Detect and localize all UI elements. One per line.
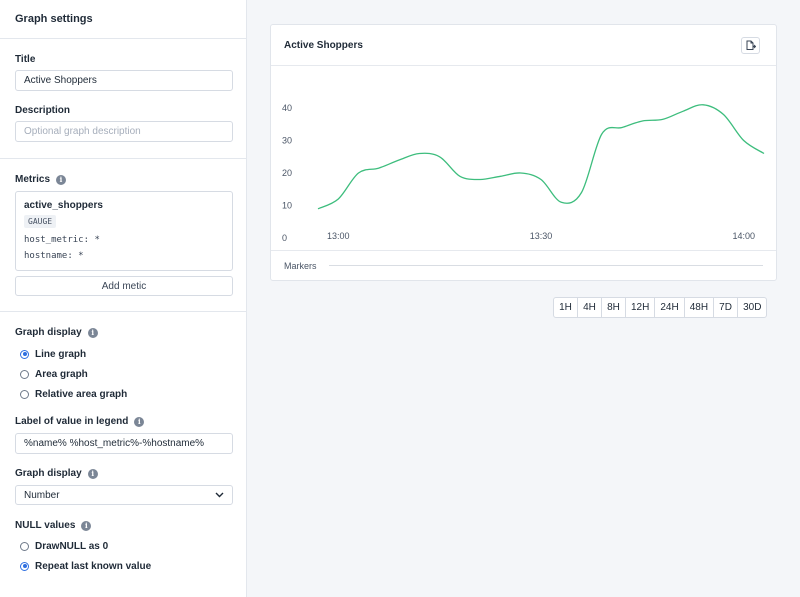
line-chart: 0 10 20 30 40 13:00 13:30 14:00 xyxy=(282,103,765,243)
markers-row: Markers xyxy=(271,250,776,280)
y-axis: 0 10 20 30 40 xyxy=(282,103,292,243)
title-input[interactable] xyxy=(15,70,233,91)
chart-card: Active Shoppers 0 10 20 30 40 13:00 13:30 14:0… xyxy=(270,24,777,281)
description-input[interactable] xyxy=(15,121,233,142)
range-button-48h[interactable]: 48H xyxy=(685,298,715,317)
x-axis: 13:00 13:30 14:00 xyxy=(327,231,755,241)
radio-button[interactable] xyxy=(20,389,29,399)
metric-tag: hostname: * xyxy=(24,251,84,261)
time-range-selector: 1H 4H 8H 12H 24H 48H 7D 30D xyxy=(553,297,768,318)
radio-label: DrawNULL as 0 xyxy=(35,540,109,552)
title-section: Title Description xyxy=(0,39,246,159)
chart-title: Active Shoppers xyxy=(284,39,363,51)
title-label: Title xyxy=(15,54,36,65)
series-layer xyxy=(317,104,765,210)
info-icon[interactable]: i xyxy=(87,327,98,338)
select-value: Number xyxy=(24,489,60,501)
metric-card[interactable]: active_shoppers GAUGE host_metric: * hos… xyxy=(15,191,233,271)
x-tick-label: 14:00 xyxy=(732,231,755,241)
graph-settings-panel: Graph settings Title Description Metrics… xyxy=(0,0,247,597)
radio-label: Line graph xyxy=(35,348,87,360)
x-tick-label: 13:00 xyxy=(327,231,350,241)
y-tick-label: 0 xyxy=(282,233,287,243)
radio-button[interactable] xyxy=(20,541,29,551)
description-label: Description xyxy=(15,105,71,116)
range-button-4h[interactable]: 4H xyxy=(578,298,602,317)
panel-title: Graph settings xyxy=(0,0,246,39)
series-line-active-shoppers xyxy=(317,104,765,210)
graph-display-label: Graph display i xyxy=(15,327,232,338)
x-tick-label: 13:30 xyxy=(530,231,553,241)
info-icon[interactable]: i xyxy=(56,174,67,185)
radio-draw-null-as-zero[interactable]: DrawNULL as 0 xyxy=(15,536,232,556)
radio-repeat-last-value[interactable]: Repeat last known value xyxy=(15,556,232,576)
markers-label: Markers xyxy=(284,260,317,271)
metric-type-badge: GAUGE xyxy=(24,215,57,228)
range-button-1h[interactable]: 1H xyxy=(554,298,578,317)
metrics-label-text: Metrics xyxy=(15,174,51,185)
markers-track xyxy=(328,265,763,266)
chevron-down-icon xyxy=(215,492,224,498)
radio-relative-area-graph[interactable]: Relative area graph xyxy=(15,384,232,404)
add-metric-button[interactable]: Add metic xyxy=(15,276,233,296)
null-values-label-text: NULL values xyxy=(15,520,76,531)
chart-header: Active Shoppers xyxy=(271,25,776,66)
radio-button[interactable] xyxy=(20,349,29,359)
range-button-24h[interactable]: 24H xyxy=(655,298,685,317)
metrics-section: Metrics i active_shoppers GAUGE host_met… xyxy=(0,159,246,312)
graph-display-radio-group: Line graph Area graph Relative area grap… xyxy=(15,344,232,404)
graph-display-select[interactable]: Number xyxy=(15,485,233,505)
display-section: Graph display i Line graph Area graph Re… xyxy=(0,312,246,576)
legend-input[interactable] xyxy=(15,433,233,454)
graph-display-select-label-text: Graph display xyxy=(15,468,82,479)
radio-line-graph[interactable]: Line graph xyxy=(15,344,232,364)
legend-label: Label of value in legend i xyxy=(15,416,232,427)
range-button-7d[interactable]: 7D xyxy=(714,298,739,317)
export-icon xyxy=(746,40,756,50)
metric-tag: host_metric: * xyxy=(24,235,100,245)
null-values-label: NULL values i xyxy=(15,520,232,531)
export-button[interactable] xyxy=(741,36,760,54)
range-button-12h[interactable]: 12H xyxy=(626,298,656,317)
info-icon[interactable]: i xyxy=(134,416,145,427)
radio-label: Area graph xyxy=(35,368,88,380)
metrics-label: Metrics i xyxy=(15,174,232,185)
y-tick-label: 10 xyxy=(282,201,292,211)
graph-display-select-label: Graph display i xyxy=(15,468,232,479)
graph-display-label-text: Graph display xyxy=(15,327,82,338)
radio-label: Repeat last known value xyxy=(35,560,152,572)
range-button-8h[interactable]: 8H xyxy=(602,298,626,317)
y-tick-label: 30 xyxy=(282,136,292,146)
y-tick-label: 40 xyxy=(282,103,292,113)
info-icon[interactable]: i xyxy=(81,520,92,531)
radio-button[interactable] xyxy=(20,561,29,571)
null-values-radio-group: DrawNULL as 0 Repeat last known value xyxy=(15,536,232,576)
info-icon[interactable]: i xyxy=(87,468,98,479)
y-tick-label: 20 xyxy=(282,168,292,178)
legend-label-text: Label of value in legend xyxy=(15,416,129,427)
radio-label: Relative area graph xyxy=(35,388,128,400)
metric-name: active_shoppers xyxy=(24,200,103,211)
range-button-30d[interactable]: 30D xyxy=(743,302,762,313)
radio-button[interactable] xyxy=(20,369,29,379)
radio-area-graph[interactable]: Area graph xyxy=(15,364,232,384)
